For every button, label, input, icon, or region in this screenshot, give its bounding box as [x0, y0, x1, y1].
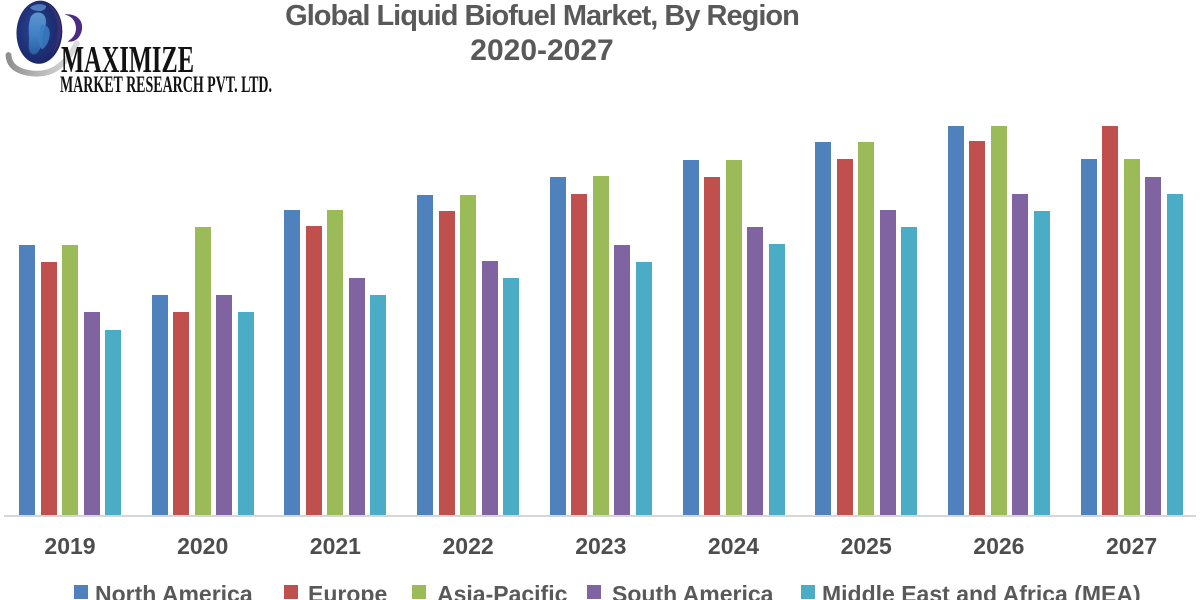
svg-text:MARKET RESEARCH PVT. LTD.: MARKET RESEARCH PVT. LTD. [60, 72, 272, 97]
svg-text:MAXIMIZE: MAXIMIZE [61, 39, 194, 81]
